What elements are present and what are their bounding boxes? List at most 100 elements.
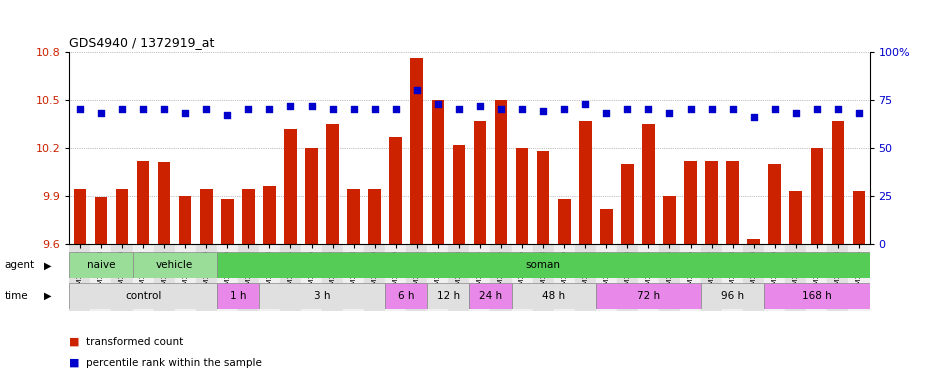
Text: 6 h: 6 h (398, 291, 414, 301)
Point (746, 114, 761, 120)
Bar (452, 145, 465, 384)
Bar (659, 244, 680, 311)
Bar (112, 244, 132, 311)
Point (473, 103, 487, 109)
Bar (238, 244, 259, 311)
Bar (617, 244, 638, 311)
Text: ▶: ▶ (44, 291, 52, 301)
Point (220, 112, 235, 118)
Text: ■: ■ (69, 358, 80, 368)
Bar (807, 244, 827, 311)
Bar (158, 162, 170, 384)
Bar (554, 244, 574, 311)
Bar (853, 191, 865, 384)
Bar (642, 124, 655, 384)
Bar (305, 148, 318, 384)
Bar (259, 244, 280, 311)
Bar (221, 199, 234, 384)
Bar (427, 283, 470, 309)
Bar (743, 244, 764, 311)
Point (199, 106, 214, 113)
Bar (470, 244, 490, 311)
Text: 3 h: 3 h (314, 291, 330, 301)
Bar (764, 244, 785, 311)
Bar (196, 244, 216, 311)
Point (451, 106, 466, 113)
Point (367, 106, 382, 113)
Text: GDS4940 / 1372919_at: GDS4940 / 1372919_at (69, 36, 215, 49)
Bar (832, 121, 845, 384)
Bar (596, 283, 701, 309)
Bar (663, 196, 676, 384)
Point (178, 110, 192, 116)
Bar (216, 252, 870, 278)
Point (72, 106, 87, 113)
Bar (470, 283, 512, 309)
Bar (512, 244, 533, 311)
Bar (621, 164, 634, 384)
Bar (596, 244, 617, 311)
Point (283, 103, 298, 109)
Bar (301, 244, 322, 311)
Bar (512, 283, 596, 309)
Bar (427, 244, 449, 311)
Point (240, 106, 255, 113)
Point (831, 106, 845, 113)
Bar (536, 151, 549, 384)
Point (536, 108, 550, 114)
Text: percentile rank within the sample: percentile rank within the sample (86, 358, 262, 368)
Bar (827, 244, 848, 311)
Point (430, 101, 445, 107)
Bar (726, 161, 739, 384)
Bar (69, 252, 132, 278)
Point (852, 110, 867, 116)
Bar (91, 244, 112, 311)
Bar (769, 164, 781, 384)
Bar (343, 244, 364, 311)
Bar (259, 283, 385, 309)
Point (115, 106, 130, 113)
Point (809, 106, 824, 113)
Bar (322, 244, 343, 311)
Bar (684, 161, 697, 384)
Bar (764, 283, 870, 309)
Bar (600, 209, 612, 384)
Bar (74, 189, 86, 384)
Text: naive: naive (87, 260, 116, 270)
Text: 48 h: 48 h (542, 291, 565, 301)
Bar (432, 100, 444, 384)
Text: soman: soman (525, 260, 561, 270)
Bar (385, 283, 427, 309)
Text: 24 h: 24 h (479, 291, 502, 301)
Bar (574, 244, 596, 311)
Bar (474, 121, 487, 384)
Bar (94, 197, 107, 384)
Bar (701, 283, 764, 309)
Point (326, 106, 340, 113)
Point (768, 106, 783, 113)
Bar (200, 189, 213, 384)
Bar (132, 244, 154, 311)
Text: 72 h: 72 h (636, 291, 660, 301)
Bar (154, 244, 175, 311)
Bar (132, 252, 216, 278)
Bar (368, 189, 381, 384)
Bar (810, 148, 823, 384)
Bar (280, 244, 301, 311)
Bar (747, 239, 760, 384)
Bar (638, 244, 659, 311)
Bar (722, 244, 743, 311)
Point (620, 106, 635, 113)
Point (662, 110, 677, 116)
Bar (701, 244, 722, 311)
Point (725, 106, 740, 113)
Bar (533, 244, 554, 311)
Point (388, 106, 403, 113)
Bar (490, 244, 512, 311)
Bar (179, 196, 191, 384)
Bar (389, 137, 402, 384)
Point (557, 106, 572, 113)
Point (684, 106, 698, 113)
Text: control: control (125, 291, 161, 301)
Bar (449, 244, 469, 311)
